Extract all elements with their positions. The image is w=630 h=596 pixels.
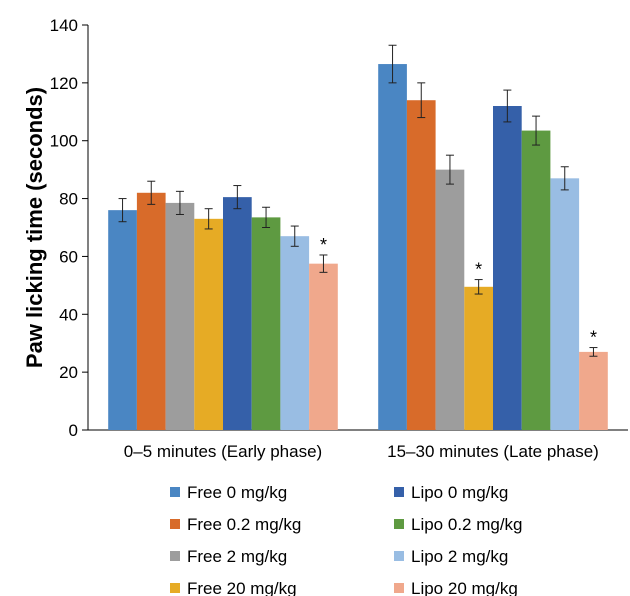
legend-swatch — [170, 551, 180, 561]
legend-label: Lipo 20 mg/kg — [411, 579, 518, 596]
y-tick-label: 40 — [59, 305, 78, 324]
legend-swatch — [170, 519, 180, 529]
legend-swatch — [170, 487, 180, 497]
bar — [493, 106, 522, 430]
legend-label: Lipo 0.2 mg/kg — [411, 515, 523, 534]
bar — [579, 351, 608, 430]
y-tick-label: 20 — [59, 363, 78, 382]
legend-label: Free 0.2 mg/kg — [187, 515, 301, 534]
x-axis: 0–5 minutes (Early phase) 15–30 minutes (… — [88, 429, 628, 461]
legend-label: Free 0 mg/kg — [187, 483, 287, 502]
y-tick-label: 0 — [69, 421, 78, 440]
significance-star: * — [590, 328, 597, 348]
bar — [378, 64, 407, 430]
bar — [165, 202, 195, 430]
bar — [251, 217, 281, 430]
y-axis-title: Paw licking time (seconds) — [22, 87, 47, 368]
y-tick-label: 120 — [50, 74, 78, 93]
bar — [223, 197, 252, 430]
y-tick-label: 60 — [59, 247, 78, 266]
legend-swatch — [394, 519, 404, 529]
y-tick-label: 140 — [50, 16, 78, 35]
bar — [406, 100, 436, 430]
legend-label: Free 2 mg/kg — [187, 547, 287, 566]
x-tick-label: 15–30 minutes (Late phase) — [387, 442, 599, 461]
error-bars — [118, 44, 598, 357]
legend-label: Lipo 0 mg/kg — [411, 483, 508, 502]
bar — [521, 130, 551, 430]
bar — [309, 263, 338, 430]
bar — [280, 236, 310, 430]
y-tick-label: 80 — [59, 190, 78, 209]
legend-swatch — [394, 487, 404, 497]
legend-swatch — [394, 551, 404, 561]
bar — [108, 210, 137, 430]
y-tick-label: 100 — [50, 132, 78, 151]
legend-label: Lipo 2 mg/kg — [411, 547, 508, 566]
legend: Free 0 mg/kg Lipo 0 mg/kg Free 0.2 mg/kg Li… — [170, 483, 523, 596]
bar — [464, 286, 493, 430]
bar — [550, 178, 580, 430]
legend-swatch — [170, 583, 180, 593]
bar — [194, 218, 223, 430]
legend-swatch — [394, 583, 404, 593]
y-axis: 0 20 40 60 80 100 120 140 — [50, 16, 89, 440]
bar — [435, 169, 465, 430]
legend-label: Free 20 mg/kg — [187, 579, 297, 596]
significance-star: * — [475, 260, 482, 280]
significance-star: * — [320, 235, 327, 255]
bars — [108, 64, 608, 430]
significance-markers: * * * — [320, 235, 597, 348]
x-tick-label: 0–5 minutes (Early phase) — [124, 442, 322, 461]
bar — [136, 192, 166, 430]
